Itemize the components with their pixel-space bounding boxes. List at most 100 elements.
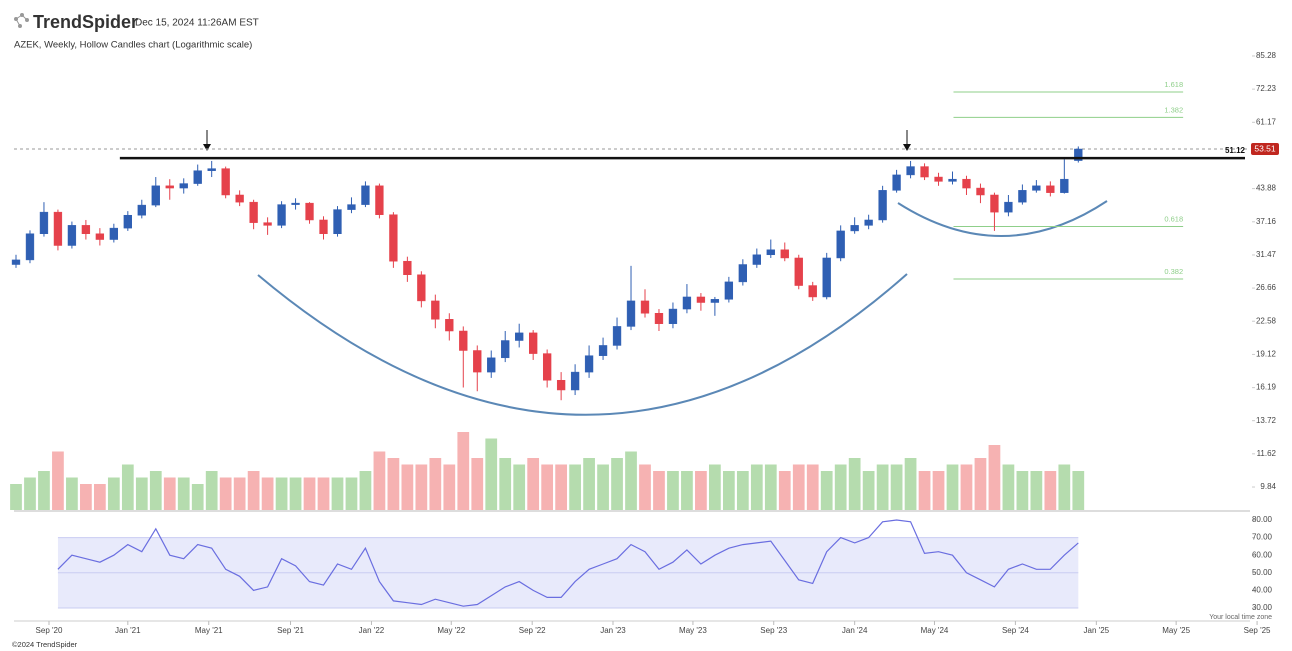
volume-bar <box>163 477 176 510</box>
candle-body <box>738 264 748 283</box>
candle-body <box>445 319 454 332</box>
volume-bar <box>177 477 190 510</box>
candle-body <box>487 357 496 373</box>
volume-bar <box>527 458 540 510</box>
candle-body <box>780 249 789 259</box>
candle-body <box>179 183 188 189</box>
x-tick-label: Jan '21 <box>115 626 141 635</box>
volume-bar <box>1058 464 1071 510</box>
y-tick-label: 61.17 <box>1256 117 1277 126</box>
last-price-label: 53.51 <box>1254 143 1276 153</box>
candle-body <box>305 202 314 221</box>
candle-body <box>11 259 21 265</box>
volume-bar <box>764 464 777 510</box>
candle-body <box>640 300 650 314</box>
candle-body <box>109 227 119 240</box>
candle-body <box>668 308 678 324</box>
y-tick-label: 22.58 <box>1256 316 1277 325</box>
candle-body <box>361 185 370 205</box>
volume-bar <box>904 458 917 510</box>
candle-body <box>417 274 426 302</box>
volume-bar <box>736 471 749 510</box>
y-tick-label: 31.47 <box>1256 250 1277 259</box>
candle-body <box>1032 185 1041 191</box>
volume-bar <box>695 471 707 510</box>
y-tick-label: 37.16 <box>1256 217 1277 226</box>
candle-body <box>53 211 63 246</box>
candle-body <box>556 379 566 391</box>
candle-body <box>375 185 384 215</box>
y-tick-label: 16.19 <box>1256 383 1277 392</box>
logo-icon <box>14 13 29 28</box>
candle-body <box>808 285 817 298</box>
candle-body <box>948 178 957 182</box>
x-tick-label: Sep '23 <box>760 626 787 635</box>
x-tick-label: Sep '21 <box>277 626 304 635</box>
candle-body <box>934 176 943 182</box>
candle-body <box>906 166 915 176</box>
rsi-line <box>57 519 1079 607</box>
candle-body <box>333 209 342 234</box>
candle-body <box>193 170 202 184</box>
volume-bar <box>1030 471 1043 510</box>
volume-bar <box>331 477 344 510</box>
copyright: ©2024 TrendSpider <box>12 640 78 649</box>
rsi-tick-label: 30.00 <box>1252 603 1273 612</box>
candle-body <box>850 225 859 232</box>
y-tick-label: 13.72 <box>1256 416 1277 425</box>
candle-body <box>836 230 845 259</box>
candle-body <box>710 299 720 303</box>
volume-bar <box>107 477 120 510</box>
fib-label: 0.618 <box>1164 214 1183 223</box>
rsi-tick-label: 60.00 <box>1252 550 1273 559</box>
fib-label: 1.382 <box>1164 105 1183 114</box>
volume-bar <box>373 451 386 510</box>
fib-label: 0.382 <box>1164 267 1183 276</box>
timezone-note: Your local time zone <box>1209 614 1272 621</box>
y-tick-label: 19.12 <box>1256 350 1277 359</box>
candle-body <box>724 281 734 300</box>
volume-bar <box>541 464 554 510</box>
candle-body <box>892 174 901 191</box>
candle-body <box>263 222 272 226</box>
candle-body <box>1074 148 1083 161</box>
candle-body <box>431 300 440 320</box>
candle-body <box>403 260 412 276</box>
candle-body <box>151 185 160 206</box>
x-tick-label: May '25 <box>1162 626 1190 635</box>
x-tick-label: Sep '25 <box>1244 626 1271 635</box>
volume-bar <box>38 471 50 510</box>
volume-bar <box>359 471 372 510</box>
candle-body <box>95 233 105 240</box>
volume-bar <box>583 458 595 510</box>
x-tick-label: May '21 <box>195 626 223 635</box>
candle-body <box>1046 185 1055 193</box>
candle-body <box>515 332 524 341</box>
candle-body <box>976 187 985 196</box>
volume-bar <box>1072 471 1085 510</box>
candle-body <box>459 330 468 351</box>
candle-body <box>25 233 35 261</box>
candle-body <box>626 300 636 327</box>
chart-title: AZEK, Weekly, Hollow Candles chart (Loga… <box>14 40 252 51</box>
volume-bar <box>681 471 693 510</box>
candle-body <box>221 168 230 196</box>
x-tick-label: May '22 <box>437 626 465 635</box>
x-tick-label: Jan '25 <box>1084 626 1110 635</box>
candle-body <box>235 194 244 203</box>
y-tick-label: 9.84 <box>1260 482 1276 491</box>
timestamp: Dec 15, 2024 11:26AM EST <box>135 18 259 29</box>
volume-bar <box>597 464 609 510</box>
candle-body <box>878 190 887 221</box>
rsi-tick-label: 50.00 <box>1252 568 1273 577</box>
volume-bar <box>750 464 763 510</box>
candle-body <box>920 166 929 178</box>
candle-body <box>39 211 49 234</box>
volume-bar <box>960 464 973 510</box>
candle-body <box>81 225 91 234</box>
candle-body <box>584 355 594 373</box>
y-tick-label: 72.23 <box>1256 84 1277 93</box>
volume-bar <box>471 458 484 510</box>
volume-bar <box>121 464 134 510</box>
